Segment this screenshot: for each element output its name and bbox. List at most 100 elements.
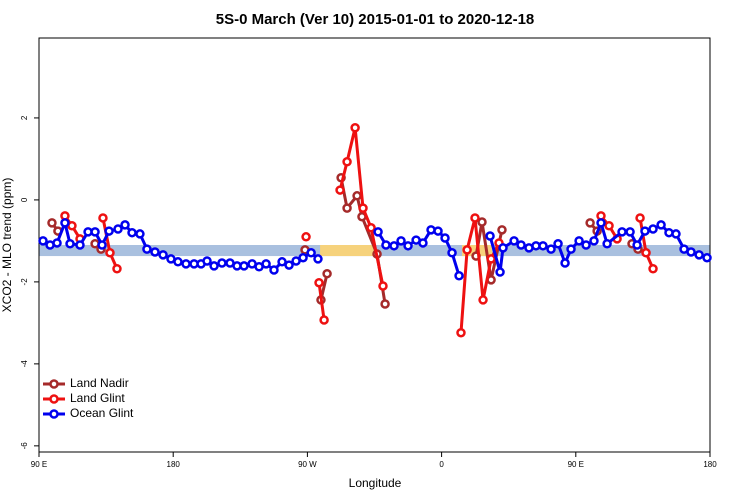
data-point [97, 240, 107, 250]
data-point [509, 236, 519, 246]
data-point [38, 236, 48, 246]
data-point [604, 220, 614, 231]
chart-title: 5S-0 March (Ver 10) 2015-01-01 to 2020-1… [216, 11, 535, 28]
data-point [173, 257, 183, 267]
data-point [378, 281, 388, 291]
data-point [694, 250, 704, 260]
data-point [47, 218, 57, 228]
x-tick-label: 90 E [568, 460, 584, 469]
data-point [560, 258, 570, 268]
data-point [319, 315, 329, 325]
data-point [314, 277, 324, 288]
data-point [389, 241, 399, 251]
legend-text: Ocean Glint [70, 406, 134, 420]
data-point [65, 239, 75, 249]
data-point [335, 185, 345, 195]
data-point [440, 233, 450, 243]
x-axis-label: Longitude [349, 476, 402, 490]
data-point [546, 244, 556, 254]
data-point [456, 327, 466, 338]
data-point [150, 247, 160, 257]
data-point [478, 295, 488, 305]
data-point [342, 157, 352, 167]
data-point [648, 264, 658, 274]
series-line [338, 127, 385, 287]
x-tick-label: 90 W [298, 460, 317, 469]
data-point [105, 248, 115, 258]
data-point [447, 248, 457, 258]
data-point [90, 227, 100, 237]
data-point [104, 226, 114, 236]
data-point [284, 260, 294, 270]
data-point [454, 270, 464, 281]
series-line [317, 282, 326, 321]
data-point [485, 231, 495, 241]
data-point [120, 220, 130, 230]
data-point [433, 226, 443, 236]
x-tick-label: 180 [167, 460, 181, 469]
data-point [217, 258, 227, 268]
data-point [313, 254, 323, 264]
data-point [322, 268, 332, 279]
data-point [112, 264, 122, 274]
data-point [640, 226, 650, 236]
legend-marker [49, 379, 59, 389]
plot-frame [38, 37, 711, 453]
data-point [641, 248, 651, 258]
data-point [574, 236, 584, 246]
y-tick-label: -2 [20, 278, 29, 286]
y-tick-label: 0 [20, 197, 29, 202]
data-point [566, 244, 576, 254]
data-point [380, 299, 390, 309]
data-point [277, 257, 287, 267]
data-point [477, 217, 487, 227]
data-point [686, 247, 696, 257]
data-point [298, 252, 308, 263]
data-point [462, 245, 472, 255]
y-tick-label: 2 [20, 115, 29, 120]
data-point [113, 224, 123, 234]
data-point [75, 240, 85, 250]
legend-marker [49, 394, 59, 404]
data-point [142, 244, 152, 254]
data-point [625, 227, 635, 237]
data-point [702, 252, 712, 263]
data-point [209, 261, 219, 271]
data-point [538, 241, 548, 251]
band-highlight [320, 245, 376, 257]
data-point [306, 248, 316, 258]
x-tick-label: 90 E [31, 460, 47, 469]
data-point [291, 256, 301, 266]
y-tick-label: -6 [20, 442, 29, 450]
data-point [403, 241, 413, 251]
data-point [181, 259, 191, 269]
data-point [381, 240, 391, 250]
data-point [617, 227, 627, 237]
data-point [418, 238, 428, 248]
data-point [516, 240, 526, 250]
data-point [52, 238, 62, 248]
data-point [269, 265, 279, 275]
data-point [585, 218, 595, 228]
x-tick-label: 180 [703, 460, 717, 469]
data-point [671, 229, 681, 239]
data-point [632, 240, 642, 250]
y-axis-label: XCO2 - MLO trend (ppm) [0, 178, 14, 313]
data-point [656, 220, 666, 230]
data-point [301, 232, 311, 242]
data-point [366, 223, 376, 233]
data-point [202, 256, 212, 266]
data-point [60, 218, 70, 228]
data-point [495, 267, 505, 277]
data-point [596, 218, 606, 228]
data-point [581, 240, 591, 250]
data-point [239, 261, 249, 271]
data-point [470, 213, 480, 223]
data-point [486, 254, 496, 264]
data-point [553, 239, 563, 249]
data-point [635, 213, 645, 223]
data-point [497, 225, 507, 235]
data-point [352, 191, 362, 201]
data-point [602, 239, 612, 249]
